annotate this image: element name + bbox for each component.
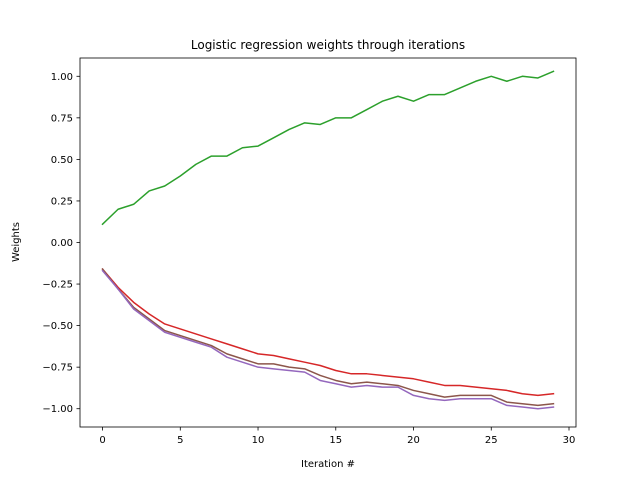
series-layer [101,70,555,410]
x-tick-label: 20 [407,435,420,446]
x-tick-label: 10 [252,435,265,446]
x-axis-label: Iteration # [301,459,355,470]
series-line-3 [101,268,555,407]
y-tick-label: 0.50 [51,155,73,166]
series-line-2 [101,268,555,397]
x-tick-label: 0 [99,435,105,446]
y-tick-label: 1.00 [51,72,73,83]
y-tick-label: 0.75 [51,113,73,124]
y-tick-label: −1.00 [42,404,73,415]
x-tick-label: 5 [177,435,183,446]
series-line-1 [101,70,555,226]
chart-title: Logistic regression weights through iter… [191,38,465,52]
x-tick-label: 30 [563,435,576,446]
x-tick-label: 15 [329,435,342,446]
series-line-4 [101,269,555,410]
y-tick-label: −0.75 [42,363,73,374]
y-tick-label: −0.25 [42,280,73,291]
y-tick-label: 0.00 [51,238,73,249]
x-tick-label: 25 [485,435,498,446]
y-tick-label: 0.25 [51,196,73,207]
ticks-layer: 0 5 10 15 20 25 30 −1.00 −0.75 −0.50 −0.25 0.00 0.25… [42,72,575,446]
y-axis-label: Weights [11,222,22,262]
y-tick-label: −0.50 [42,321,73,332]
